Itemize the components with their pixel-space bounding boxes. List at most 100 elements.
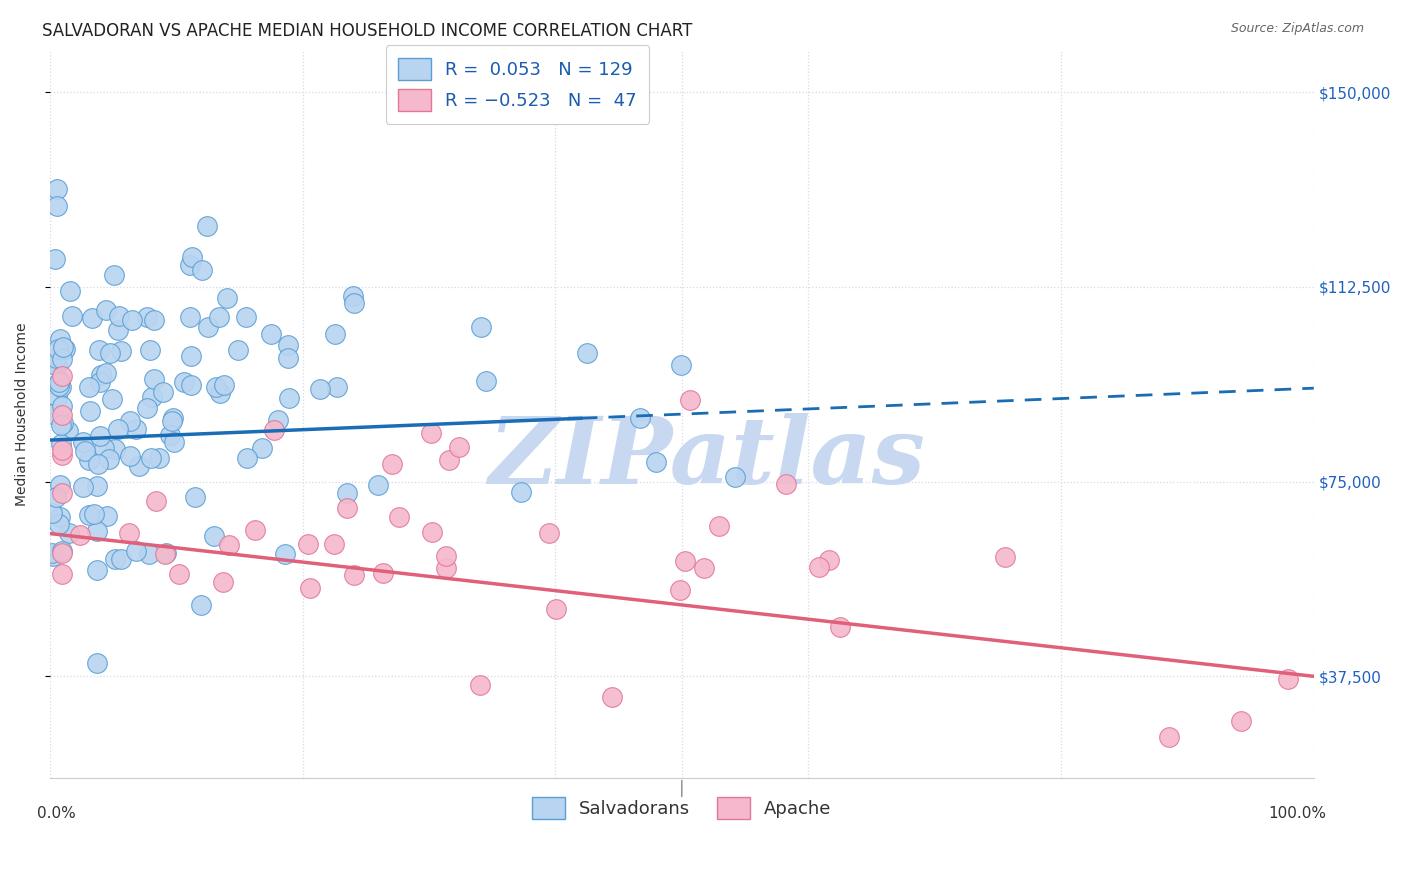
Point [470, 320, 492, 334]
Legend: Salvadorans, Apache: Salvadorans, Apache [524, 790, 839, 827]
Point [420, 425, 443, 440]
Y-axis label: Median Household Income: Median Household Income [15, 322, 30, 506]
Point [148, 451, 170, 466]
Point [48, 379, 70, 393]
Point [180, 377, 202, 392]
Point [215, 292, 238, 306]
Point [707, 518, 730, 533]
Point [139, 451, 162, 466]
Point [79, 404, 101, 418]
Point [226, 343, 249, 358]
Point [41, 407, 63, 421]
Point [125, 543, 148, 558]
Point [90, 368, 112, 383]
Text: ZIPatlas: ZIPatlas [488, 413, 925, 503]
Point [118, 525, 141, 540]
Point [308, 382, 330, 396]
Point [190, 598, 212, 612]
Point [818, 553, 841, 567]
Point [167, 567, 190, 582]
Point [297, 537, 319, 551]
Point [69, 528, 91, 542]
Point [41, 506, 63, 520]
Point [139, 343, 162, 358]
Point [121, 312, 143, 326]
Point [669, 582, 692, 597]
Point [205, 380, 228, 394]
Point [602, 690, 624, 704]
Point [190, 263, 212, 277]
Point [468, 678, 491, 692]
Point [155, 547, 177, 561]
Point [107, 422, 129, 436]
Point [420, 524, 443, 539]
Point [162, 410, 184, 425]
Point [45, 351, 67, 366]
Point [371, 566, 394, 581]
Point [208, 310, 231, 325]
Point [235, 310, 257, 324]
Point [72, 480, 94, 494]
Point [89, 343, 111, 357]
Point [103, 268, 125, 282]
Point [48, 509, 70, 524]
Point [46, 390, 69, 404]
Point [51, 567, 73, 582]
Point [145, 494, 167, 508]
Point [1159, 730, 1181, 744]
Point [51, 352, 73, 367]
Point [575, 345, 598, 359]
Point [41, 546, 63, 560]
Point [245, 523, 267, 537]
Point [93, 442, 115, 456]
Point [86, 563, 108, 577]
Point [110, 343, 132, 358]
Point [645, 455, 668, 469]
Point [97, 452, 120, 467]
Point [125, 422, 148, 436]
Point [89, 428, 111, 442]
Point [107, 323, 129, 337]
Point [724, 470, 747, 484]
Point [44, 252, 66, 267]
Point [58, 526, 80, 541]
Point [86, 657, 108, 671]
Point [544, 602, 567, 616]
Point [77, 379, 100, 393]
Point [250, 441, 273, 455]
Point [336, 500, 359, 515]
Point [277, 351, 299, 366]
Text: 0.0%: 0.0% [37, 805, 76, 821]
Point [58, 284, 80, 298]
Point [155, 546, 177, 560]
Point [184, 490, 207, 504]
Point [537, 526, 560, 541]
Point [214, 378, 236, 392]
Point [323, 327, 346, 342]
Point [218, 538, 240, 552]
Point [342, 289, 364, 303]
Point [86, 479, 108, 493]
Point [56, 424, 79, 438]
Point [51, 409, 73, 423]
Point [51, 543, 73, 558]
Point [49, 417, 72, 432]
Text: Source: ZipAtlas.com: Source: ZipAtlas.com [1230, 22, 1364, 36]
Point [94, 366, 117, 380]
Point [211, 575, 233, 590]
Point [180, 349, 202, 363]
Point [46, 359, 69, 373]
Point [51, 369, 73, 384]
Point [55, 343, 77, 357]
Point [142, 313, 165, 327]
Point [77, 508, 100, 523]
Point [48, 342, 70, 356]
Point [138, 547, 160, 561]
Point [267, 413, 290, 427]
Point [994, 550, 1017, 565]
Point [179, 310, 201, 324]
Point [135, 310, 157, 324]
Point [236, 451, 259, 466]
Text: 100.0%: 100.0% [1268, 805, 1326, 821]
Point [101, 392, 124, 406]
